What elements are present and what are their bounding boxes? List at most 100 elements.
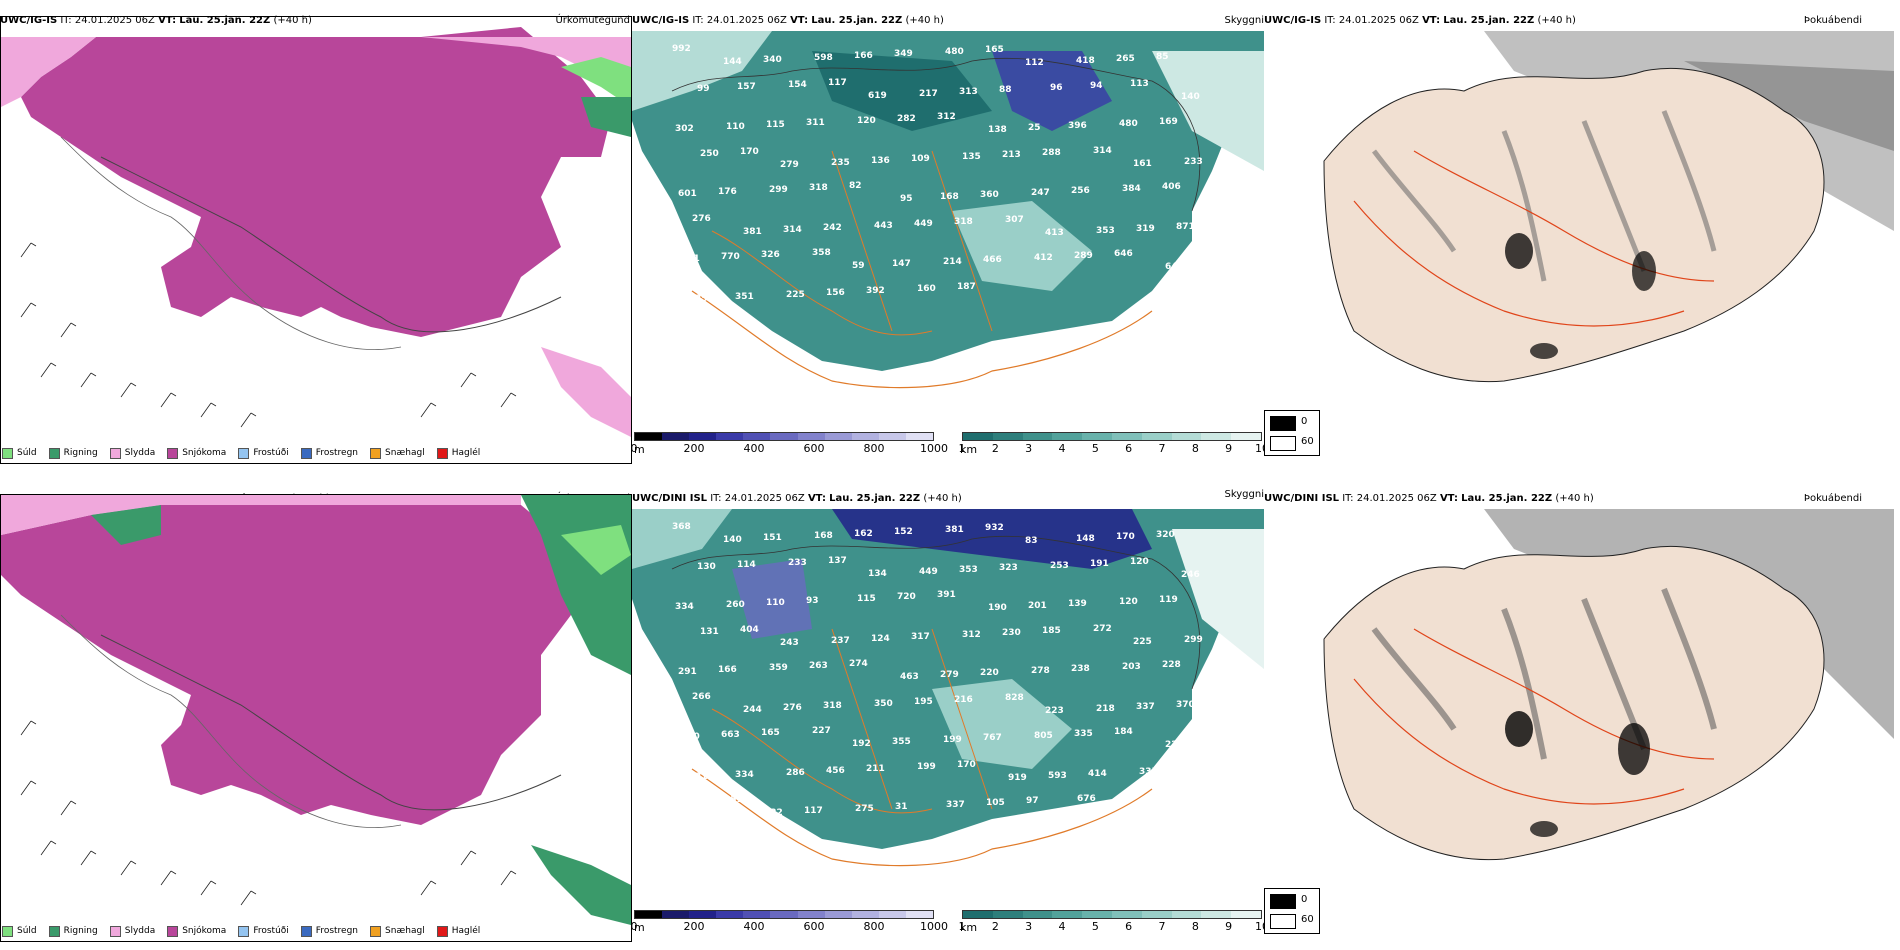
cloud-base-value: 352 — [695, 294, 714, 304]
road-network — [691, 768, 1153, 867]
fog-panel-top: UWC/IG-IS IT: 24.01.2025 06Z VT: Lau. 25… — [1264, 14, 1900, 464]
cloud-base-value: 593 — [1048, 771, 1067, 781]
cloud-base-value: 138 — [988, 125, 1007, 135]
cloud-base-value: 767 — [983, 733, 1002, 743]
cloud-base-value: 480 — [1119, 119, 1138, 129]
colorbar-segment — [1022, 911, 1053, 918]
cloud-base-value: 279 — [780, 160, 799, 170]
colorbar-tick: 8 — [1191, 920, 1199, 933]
cloud-base-value: 192 — [852, 739, 871, 749]
cloud-base-value: 770 — [721, 252, 740, 262]
cloud-base-value: 340 — [763, 55, 782, 65]
colorbar-segment — [1052, 911, 1083, 918]
cloud-base-value: 220 — [1165, 740, 1184, 750]
colorbar-segment — [878, 433, 906, 440]
snow-area — [1, 505, 581, 825]
cloud-base-value: 466 — [983, 255, 1002, 265]
visibility-colorbar: 1 2 3 4 5 6 7 8 9 10 km — [959, 910, 1269, 934]
cloud-base-value: 136 — [871, 156, 890, 166]
panel-type-label: Skyggni — [1224, 15, 1264, 26]
cloud-base-value: 115 — [766, 120, 785, 130]
cloud-base-value: 170 — [740, 147, 759, 157]
visibility-colorbar: 1 2 3 4 5 6 7 8 9 10 km — [958, 432, 1269, 456]
fog-map[interactable] — [1264, 31, 1894, 427]
cloud-base-value: 349 — [894, 49, 913, 59]
cloud-base-value: 381 — [945, 525, 964, 535]
precip-map[interactable] — [0, 16, 632, 464]
colorbar-segment — [851, 433, 879, 440]
cloud-base-value: 216 — [954, 695, 973, 705]
cloud-base-value: 135 — [962, 152, 981, 162]
colorbar-segment — [743, 433, 771, 440]
cloud-base-value: 105 — [986, 798, 1005, 808]
cloud-base-value: 140 — [1181, 92, 1200, 102]
cloud-base-value: 619 — [868, 91, 887, 101]
cloud-base-value: 244 — [743, 705, 762, 715]
cloud-base-value: 299 — [1184, 635, 1203, 645]
cloud-base-value: 169 — [1159, 117, 1178, 127]
panel-header: UWC/DINI ISL IT: 24.01.2025 06Z VT: Lau.… — [1264, 493, 1594, 504]
colorbar-tick: 2 — [991, 442, 999, 455]
cloud-base-value: 320 — [1156, 530, 1175, 540]
cloud-base-value: 318 — [823, 701, 842, 711]
colorbar-tick: 800 — [863, 442, 885, 455]
cloud-base-value: 598 — [814, 53, 833, 63]
colorbar-segment — [824, 911, 852, 918]
coastline — [671, 535, 1201, 690]
cloud-base-value: 480 — [945, 47, 964, 57]
cloud-base-value: 350 — [874, 699, 893, 709]
cloud-base-value: 110 — [726, 122, 745, 132]
cloud-base-value: 170 — [957, 760, 976, 770]
colorbar-tick: 600 — [803, 442, 825, 455]
colorbar-tick: 9 — [1225, 442, 1233, 455]
cloud-base-value: 314 — [695, 772, 714, 782]
cloud-base-value: 141 — [681, 254, 700, 264]
cloud-base-value: 318 — [809, 183, 828, 193]
colorbar-tick: 4 — [1058, 920, 1066, 933]
cloud-base-value: 274 — [849, 659, 868, 669]
cloud-base-value: 113 — [1130, 79, 1149, 89]
cloud-base-value: 334 — [675, 602, 694, 612]
cloud-base-value: 97 — [1026, 796, 1039, 806]
colorbar-segment — [689, 911, 717, 918]
legend-swatch — [2, 447, 13, 459]
cloud-base-value: 220 — [681, 732, 700, 742]
colorbar-tick: 1 — [958, 442, 966, 455]
cloud-base-value: 256 — [1071, 186, 1090, 196]
visibility-map[interactable]: 368 140 151 168 162 152 381 932 83 148 170 320 130 11… — [632, 509, 1264, 905]
cloud-base-value: 276 — [692, 214, 711, 224]
cloud-base-value: 233 — [788, 558, 807, 568]
colorbar-tick: 1000 — [920, 920, 948, 933]
colorbar-tick: 8 — [1191, 442, 1199, 455]
colorbar-segment — [963, 433, 993, 440]
cloud-base-value: 82 — [849, 181, 862, 191]
panel-type-label: Þokuábendi — [1803, 15, 1862, 26]
colorbar-tick: 9 — [1225, 920, 1233, 933]
cloud-base-value: 278 — [1031, 666, 1050, 676]
colorbar-segment — [743, 911, 771, 918]
panel-header: UWC/IG-IS IT: 24.01.2025 06Z VT: Lau. 25… — [1264, 15, 1576, 26]
colorbar-segment — [716, 433, 744, 440]
cloud-base-value: 225 — [786, 290, 805, 300]
colorbar-tick: 5 — [1091, 442, 1099, 455]
cloud-base-value: 131 — [700, 627, 719, 637]
fog-map[interactable] — [1264, 509, 1894, 905]
colorbar-segment — [1201, 433, 1232, 440]
colorbar-segment — [635, 911, 663, 918]
cloud-base-value: 191 — [1090, 559, 1109, 569]
road-network — [1353, 150, 1715, 327]
cloud-base-value: 392 — [866, 286, 885, 296]
cloud-base-value: 154 — [788, 80, 807, 90]
colorbar-segment — [1171, 433, 1202, 440]
colorbar-segment — [1082, 433, 1112, 440]
cloud-base-value: 334 — [735, 770, 754, 780]
sleet-area-se — [541, 347, 631, 437]
cloud-base-value: 151 — [724, 795, 743, 805]
visibility-map[interactable]: 992 144 340 598 166 349 480 165 112 418 265 85 99 157… — [632, 31, 1264, 427]
cloud-base-colorbar: 0 200 400 600 800 1000 m — [631, 910, 948, 934]
sleet-area — [1, 495, 521, 535]
cloud-base-value: 319 — [1136, 224, 1155, 234]
precip-map[interactable] — [0, 494, 632, 942]
cloud-base-value: 276 — [783, 703, 802, 713]
cloud-base-value: 404 — [740, 625, 759, 635]
